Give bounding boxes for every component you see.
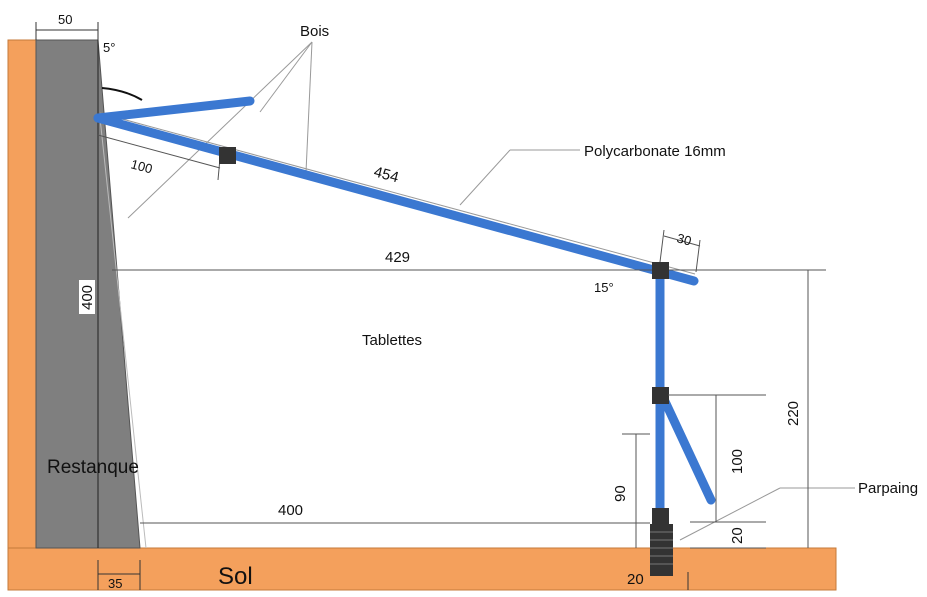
label-parpaing: Parpaing <box>858 480 918 497</box>
parpaing-block <box>650 524 673 576</box>
angle-label-15: 15° <box>594 280 614 295</box>
bois-leader-2 <box>259 41 313 113</box>
roof-beam <box>93 113 699 286</box>
polycarbonate-leader <box>459 149 511 206</box>
label-tablettes: Tablettes <box>362 332 422 349</box>
roof-connector <box>219 147 236 164</box>
dim-label-454: 454 <box>372 163 401 186</box>
dim-tick-30-a <box>659 229 665 263</box>
dim-label-20-block: 20 <box>627 571 644 588</box>
post-mid-connector <box>652 387 669 404</box>
wall-cap-curve <box>101 87 143 101</box>
post-top-connector <box>652 262 669 279</box>
bois-leader-1 <box>127 41 313 219</box>
dim-line-30 <box>663 235 701 247</box>
dim-label-35: 35 <box>108 576 122 591</box>
angle-label-5: 5° <box>103 40 115 55</box>
left-orange-slab <box>7 39 37 551</box>
dim-label-20-base: 20 <box>729 527 746 544</box>
dim-label-30: 30 <box>675 230 693 248</box>
polycarbonate-sheet <box>99 112 696 275</box>
dim-label-50: 50 <box>58 12 72 27</box>
upper-brace <box>93 96 255 123</box>
label-sol: Sol <box>218 563 253 590</box>
label-polycarbonate: Polycarbonate 16mm <box>584 143 726 160</box>
dim-label-429: 429 <box>385 249 410 266</box>
parpaing-stripes <box>650 531 673 565</box>
label-restanque: Restanque <box>47 457 139 478</box>
lower-brace <box>657 390 716 505</box>
label-bois: Bois <box>300 23 329 40</box>
parpaing-leader <box>679 487 781 541</box>
dim-line-100-roof <box>97 134 221 169</box>
dim-label-100-roof: 100 <box>129 156 154 176</box>
bois-leader-3 <box>305 41 313 173</box>
dim-tick-30-b <box>695 239 701 273</box>
dim-label-100-brace: 100 <box>729 449 746 474</box>
dim-label-400-vertical: 400 <box>79 285 96 310</box>
dim-label-90: 90 <box>612 485 629 502</box>
dim-label-400-ground: 400 <box>278 502 303 519</box>
post-foot-connector <box>652 508 669 525</box>
dim-bg-400-vertical <box>79 280 95 314</box>
wall-slope-line <box>99 117 147 549</box>
ground-sol <box>7 547 837 591</box>
dim-label-220: 220 <box>785 401 802 426</box>
